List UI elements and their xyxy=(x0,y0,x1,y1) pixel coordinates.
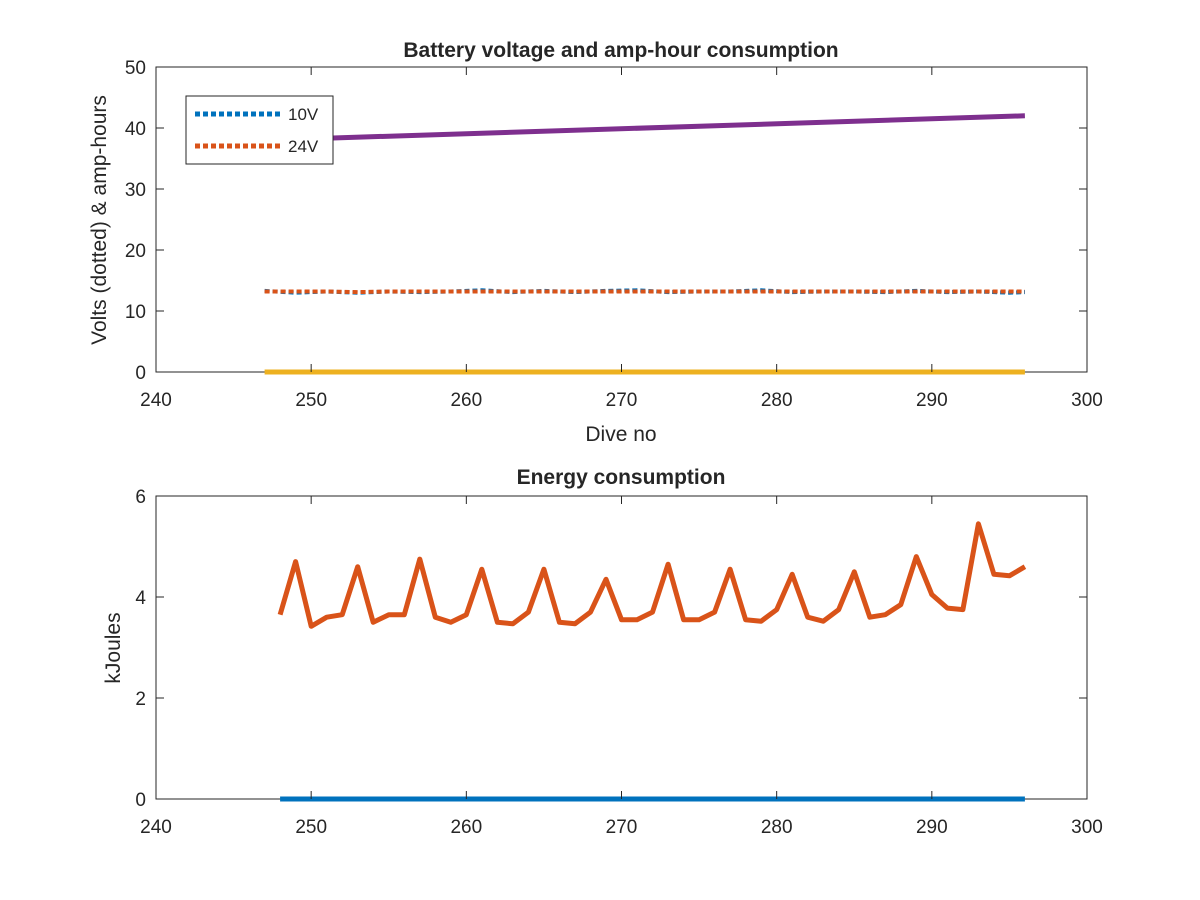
energy-series-line-1 xyxy=(277,521,1027,629)
voltage-xtick-label: 260 xyxy=(450,390,482,411)
energy-xtick-label: 260 xyxy=(450,817,482,838)
voltage-ytick-label: 30 xyxy=(125,180,146,201)
voltage-xtick-label: 240 xyxy=(140,390,172,411)
energy-xtick-label: 290 xyxy=(916,817,948,838)
voltage-chart-plot-area: 240 250 260 270 280 290 300 0 10 20 30 40 50 xyxy=(125,58,1103,411)
voltage-ytick-label: 50 xyxy=(125,58,146,79)
energy-chart-plot-area: 240 250 260 270 280 290 300 0 2 4 6 xyxy=(135,487,1102,838)
voltage-chart-title: Battery voltage and amp-hour consumption xyxy=(403,39,838,62)
voltage-ytick-label: 20 xyxy=(125,241,146,262)
energy-chart: Energy consumption kJoules 240 250 260 270 2… xyxy=(102,466,1103,838)
legend-label-24v: 24V xyxy=(288,137,319,156)
energy-xtick-label: 240 xyxy=(140,817,172,838)
voltage-ytick-label: 10 xyxy=(125,302,146,323)
legend-box xyxy=(185,95,334,165)
energy-xtick-label: 250 xyxy=(295,817,327,838)
voltage-xtick-label: 270 xyxy=(606,390,638,411)
energy-ytick-label: 6 xyxy=(135,487,146,508)
energy-ytick-label: 0 xyxy=(135,790,146,811)
voltage-series-line-1 xyxy=(264,289,1025,295)
voltage-chart-ylabel: Volts (dotted) & amp-hours xyxy=(88,95,111,345)
energy-ytick-label: 2 xyxy=(135,689,146,710)
voltage-chart: Battery voltage and amp-hour consumption… xyxy=(88,39,1103,446)
energy-ytick-label: 4 xyxy=(135,588,146,609)
voltage-ytick-label: 0 xyxy=(135,363,146,384)
voltage-chart-xlabel: Dive no xyxy=(585,423,656,446)
energy-xtick-label: 300 xyxy=(1071,817,1103,838)
energy-chart-ylabel: kJoules xyxy=(102,612,125,683)
energy-xtick-label: 270 xyxy=(606,817,638,838)
voltage-xtick-label: 250 xyxy=(295,390,327,411)
energy-axes-box xyxy=(155,495,1088,800)
voltage-xtick-label: 300 xyxy=(1071,390,1103,411)
energy-chart-title: Energy consumption xyxy=(517,466,726,489)
legend-label-10v: 10V xyxy=(288,105,319,124)
energy-xtick-label: 280 xyxy=(761,817,793,838)
voltage-xtick-label: 290 xyxy=(916,390,948,411)
voltage-series-line-3 xyxy=(264,113,1025,143)
voltage-chart-legend: 10V 24V xyxy=(185,95,334,165)
voltage-ytick-label: 40 xyxy=(125,119,146,140)
voltage-xtick-label: 280 xyxy=(761,390,793,411)
